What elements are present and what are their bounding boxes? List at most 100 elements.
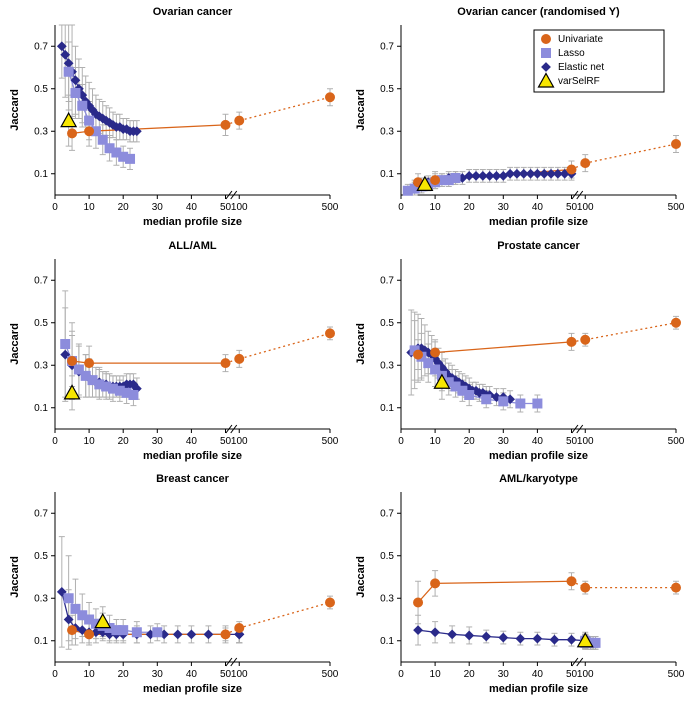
svg-text:30: 30 (497, 202, 509, 213)
figure-grid: Ovarian cancer 0.1 0.3 0.5 0.7 Jaccard 0 10 20 30… (0, 0, 691, 701)
svg-text:40: 40 (531, 202, 543, 213)
svg-text:100: 100 (576, 202, 593, 213)
svg-text:0.7: 0.7 (34, 509, 48, 520)
svg-text:50: 50 (220, 202, 232, 213)
svg-text:500: 500 (667, 202, 684, 213)
legend-label: Elastic net (558, 62, 604, 73)
svg-text:0.5: 0.5 (380, 317, 394, 328)
svg-text:median profile size: median profile size (143, 683, 242, 695)
svg-text:500: 500 (322, 202, 339, 213)
svg-text:0.3: 0.3 (380, 594, 394, 605)
svg-text:0: 0 (52, 436, 58, 447)
svg-text:0: 0 (52, 202, 58, 213)
svg-text:0.1: 0.1 (34, 169, 48, 180)
panel-title: Breast cancer (156, 473, 229, 485)
svg-text:0.1: 0.1 (380, 402, 394, 413)
svg-text:Jaccard: Jaccard (9, 89, 21, 131)
svg-text:Jaccard: Jaccard (355, 89, 367, 131)
chart-panel: Ovarian cancer (randomised Y) 0.1 0.3 0.5 0.… (346, 0, 691, 234)
svg-text:median profile size: median profile size (488, 216, 587, 228)
svg-text:median profile size: median profile size (143, 216, 242, 228)
chart-panel: AML/karyotype 0.1 0.3 0.5 0.7 Jaccard 0 10 20 30 4… (346, 467, 691, 701)
panel-title: Ovarian cancer (153, 6, 233, 18)
svg-text:median profile size: median profile size (488, 683, 587, 695)
svg-text:median profile size: median profile size (143, 450, 242, 462)
svg-text:500: 500 (667, 669, 684, 680)
svg-text:40: 40 (186, 669, 198, 680)
svg-text:50: 50 (565, 436, 577, 447)
svg-text:Jaccard: Jaccard (355, 557, 367, 599)
svg-text:0.3: 0.3 (380, 126, 394, 137)
svg-text:0.5: 0.5 (380, 551, 394, 562)
svg-text:100: 100 (576, 669, 593, 680)
svg-text:50: 50 (220, 669, 232, 680)
svg-text:100: 100 (231, 202, 248, 213)
svg-text:0: 0 (52, 669, 58, 680)
svg-text:0.1: 0.1 (34, 402, 48, 413)
svg-text:20: 20 (118, 202, 130, 213)
svg-text:0.5: 0.5 (380, 84, 394, 95)
svg-text:0: 0 (398, 669, 404, 680)
svg-text:20: 20 (118, 669, 130, 680)
panel-title: ALL/AML (168, 240, 217, 252)
svg-text:0.3: 0.3 (380, 360, 394, 371)
svg-text:0.3: 0.3 (34, 594, 48, 605)
svg-text:100: 100 (231, 669, 248, 680)
svg-text:Jaccard: Jaccard (9, 557, 21, 599)
svg-text:0.3: 0.3 (34, 126, 48, 137)
svg-text:Jaccard: Jaccard (355, 323, 367, 365)
svg-text:10: 10 (84, 202, 96, 213)
svg-text:100: 100 (231, 436, 248, 447)
svg-text:20: 20 (118, 436, 130, 447)
svg-text:40: 40 (531, 669, 543, 680)
panel-title: Ovarian cancer (randomised Y) (457, 6, 620, 18)
svg-text:0.1: 0.1 (380, 169, 394, 180)
chart-panel: Ovarian cancer 0.1 0.3 0.5 0.7 Jaccard 0 10 20 30… (0, 0, 346, 234)
svg-text:30: 30 (152, 436, 164, 447)
svg-text:0.1: 0.1 (34, 636, 48, 647)
chart-panel: Breast cancer 0.1 0.3 0.5 0.7 Jaccard 0 10 20 30 4… (0, 467, 346, 701)
svg-text:10: 10 (84, 436, 96, 447)
svg-text:0.7: 0.7 (34, 41, 48, 52)
svg-text:10: 10 (429, 436, 441, 447)
svg-text:500: 500 (667, 436, 684, 447)
chart-panel: Prostate cancer 0.1 0.3 0.5 0.7 Jaccard 0 10 20 3… (346, 234, 691, 468)
svg-text:30: 30 (152, 202, 164, 213)
svg-text:30: 30 (497, 436, 509, 447)
svg-text:0.7: 0.7 (380, 509, 394, 520)
legend-label: Univariate (558, 34, 603, 45)
svg-text:0.7: 0.7 (380, 41, 394, 52)
svg-text:0.1: 0.1 (380, 636, 394, 647)
svg-text:0.5: 0.5 (34, 84, 48, 95)
svg-text:50: 50 (565, 202, 577, 213)
svg-text:30: 30 (497, 669, 509, 680)
svg-text:0.7: 0.7 (380, 275, 394, 286)
svg-text:0.5: 0.5 (34, 551, 48, 562)
svg-text:500: 500 (322, 436, 339, 447)
svg-text:0.3: 0.3 (34, 360, 48, 371)
svg-text:40: 40 (531, 436, 543, 447)
svg-text:50: 50 (565, 669, 577, 680)
chart-panel: ALL/AML 0.1 0.3 0.5 0.7 Jaccard 0 10 20 30 40 50100… (0, 234, 346, 468)
svg-text:0: 0 (398, 202, 404, 213)
panel-title: Prostate cancer (497, 240, 580, 252)
svg-text:20: 20 (463, 202, 475, 213)
svg-text:40: 40 (186, 436, 198, 447)
svg-text:0.7: 0.7 (34, 275, 48, 286)
legend-label: Lasso (558, 48, 585, 59)
svg-text:0: 0 (398, 436, 404, 447)
panel-title: AML/karyotype (499, 473, 578, 485)
svg-text:0.5: 0.5 (34, 317, 48, 328)
svg-text:500: 500 (322, 669, 339, 680)
svg-text:median profile size: median profile size (488, 450, 587, 462)
svg-text:40: 40 (186, 202, 198, 213)
svg-text:50: 50 (220, 436, 232, 447)
svg-text:20: 20 (463, 669, 475, 680)
svg-text:30: 30 (152, 669, 164, 680)
svg-text:10: 10 (429, 669, 441, 680)
legend-label: varSelRF (558, 76, 600, 87)
svg-text:10: 10 (429, 202, 441, 213)
svg-text:Jaccard: Jaccard (9, 323, 21, 365)
svg-text:20: 20 (463, 436, 475, 447)
svg-text:10: 10 (84, 669, 96, 680)
